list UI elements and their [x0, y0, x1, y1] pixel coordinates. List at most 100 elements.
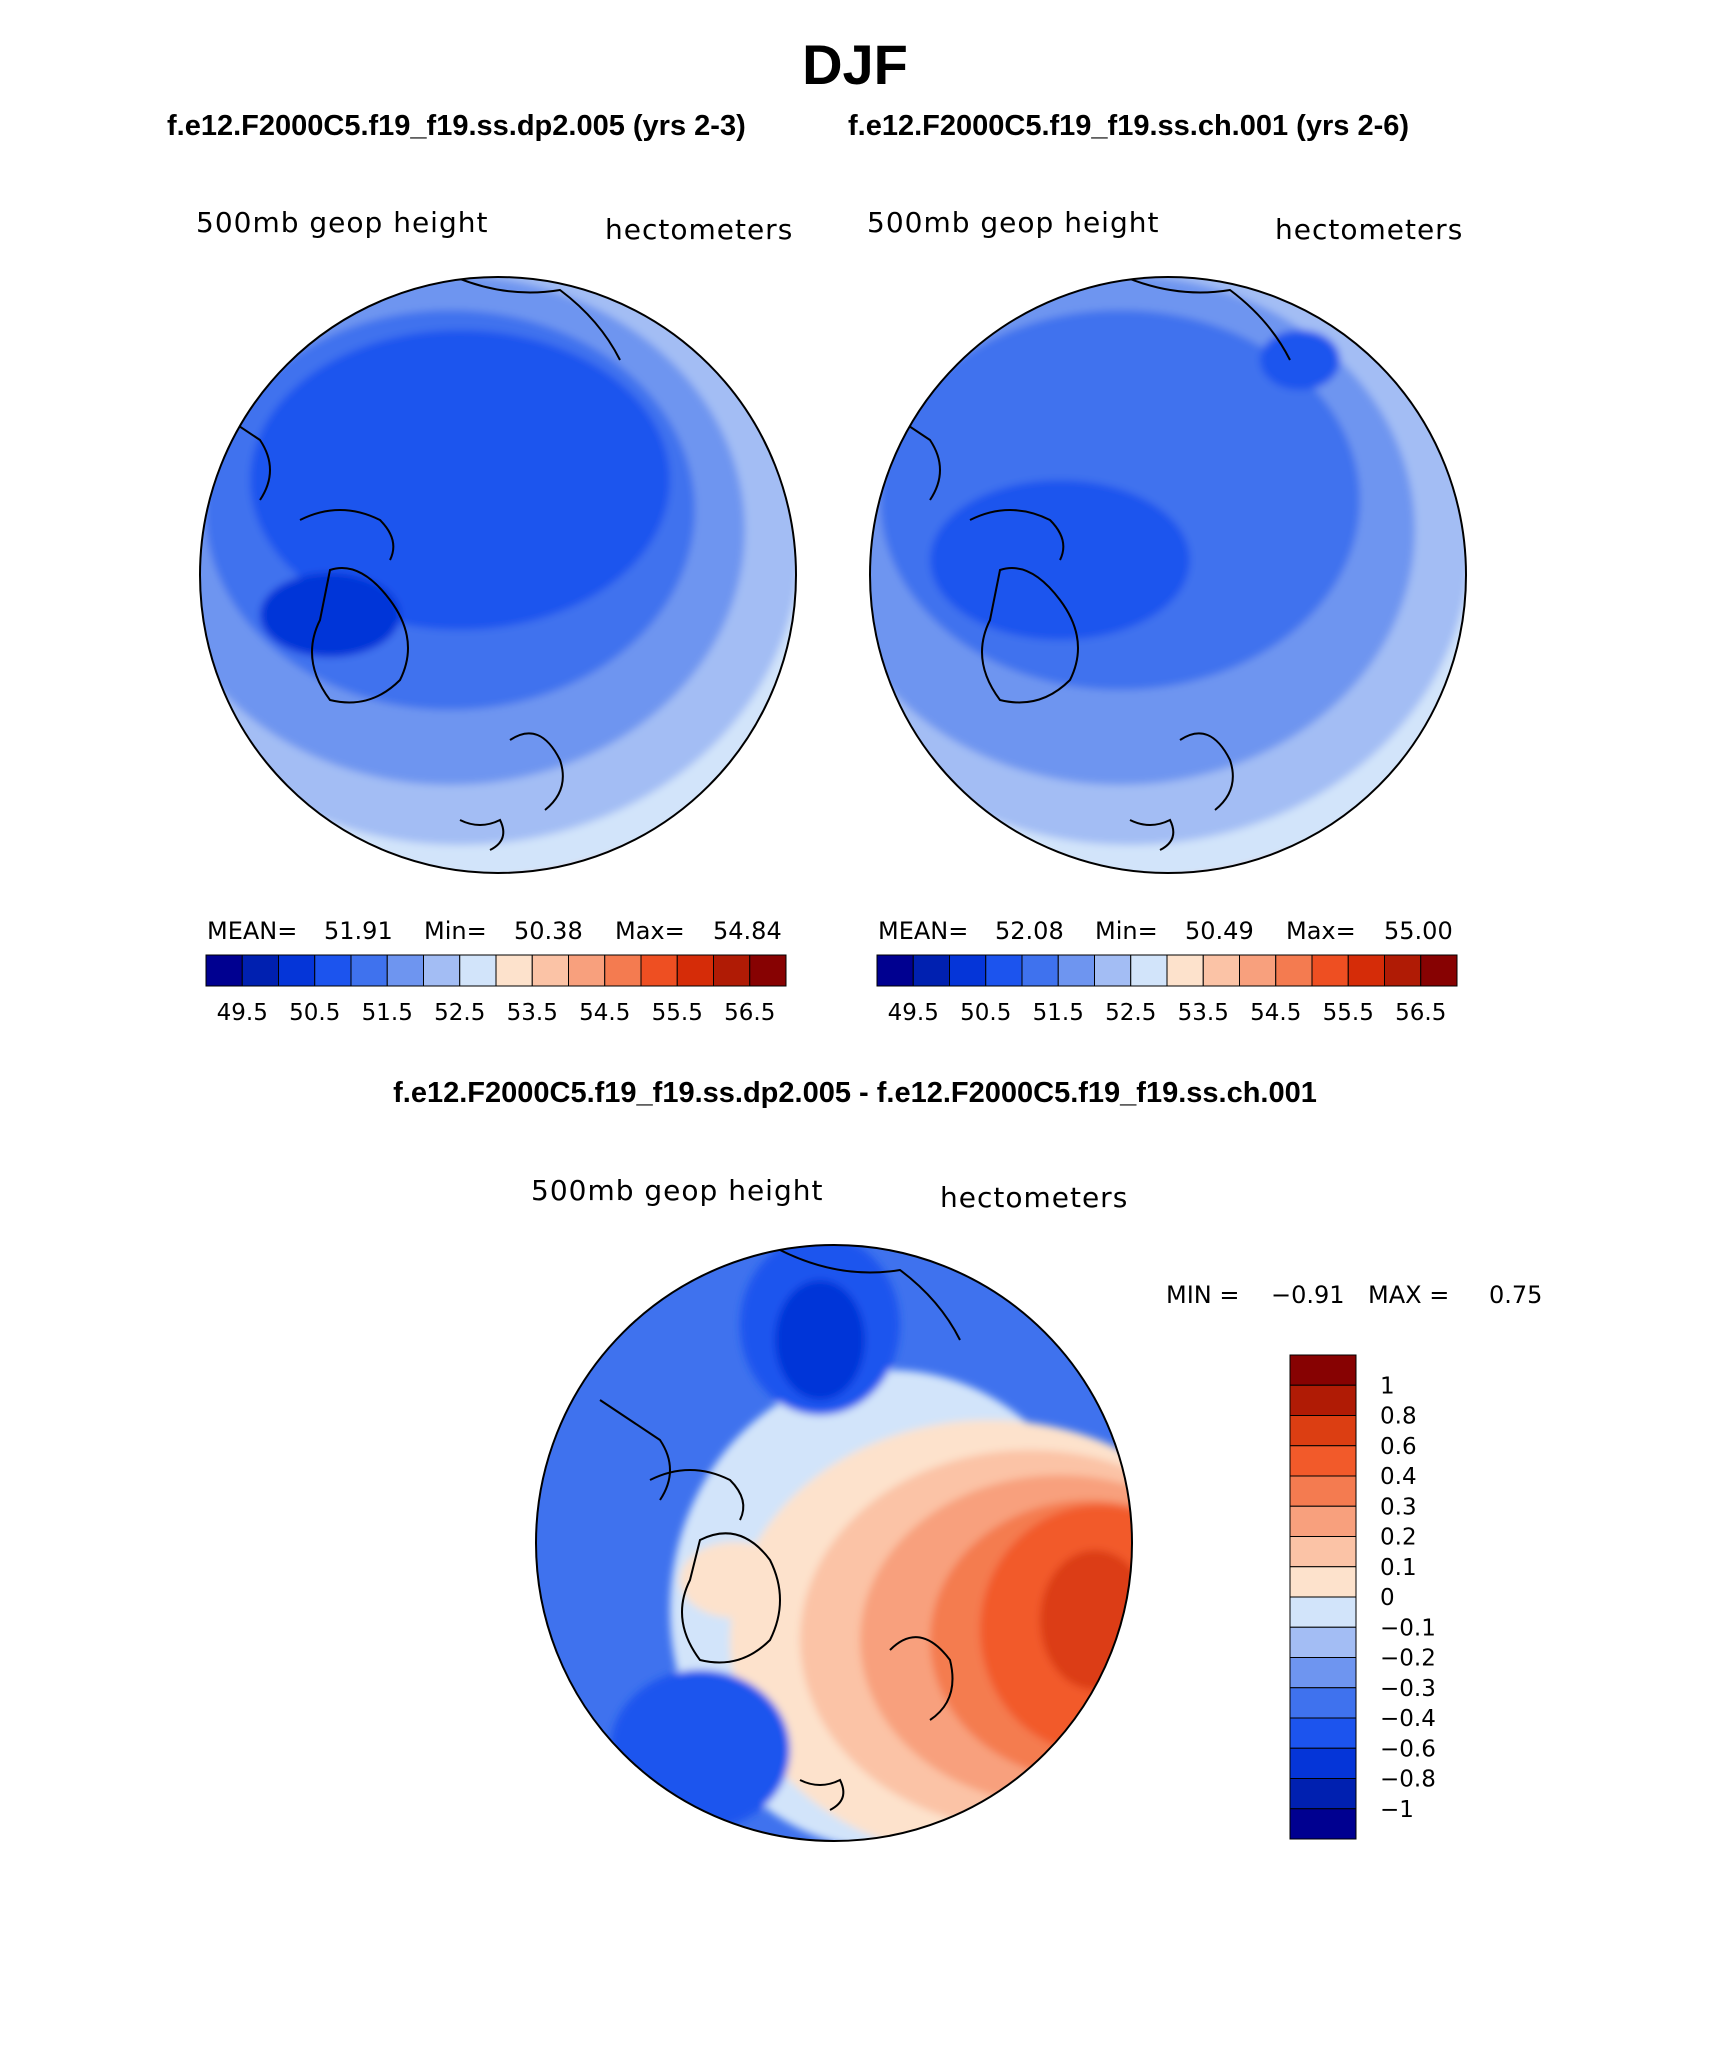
right-colorbar-tick-label: 56.5 [1395, 1000, 1446, 1026]
colorbar-left: 49.5 50.5 51.5 52.5 53.5 54.5 55.5 56.5 [205, 954, 787, 1026]
colorbar-difference: 1 0.8 0.6 0.4 0.3 0.2 0.1 0 −0.1 −0.2 −0.3 −0.4 −0.6… [1289, 1354, 1436, 1840]
left-coast-scandinavia [509, 732, 564, 811]
left-colorbar-swatch [531, 954, 569, 987]
diff-max-value: 0.75 [1489, 1281, 1543, 1309]
right-colorbar-swatch [1021, 954, 1059, 987]
right-units-label: hectometers [1275, 213, 1464, 246]
left-colorbar-swatch [568, 954, 606, 987]
right-colorbar-swatch [1094, 954, 1132, 987]
diff-coast-scandinavia [889, 1636, 954, 1721]
diff-variable-label: 500mb geop height [531, 1174, 824, 1207]
left-colorbar-swatch [713, 954, 751, 987]
diff-colorbar-tick-label: −0.2 [1380, 1646, 1436, 1672]
right-colorbar-swatch [1311, 954, 1349, 987]
right-colorbar-swatch [1239, 954, 1277, 987]
diff-colorbar-swatch [1289, 1596, 1357, 1628]
right-coast-uk [1129, 818, 1175, 851]
diff-map-greenland-warm [680, 1542, 790, 1618]
subtitle-left: f.e12.F2000C5.f19_f19.ss.dp2.005 (yrs 2-… [167, 110, 746, 142]
diff-colorbar-swatch [1289, 1778, 1357, 1810]
diff-map-outline [535, 1244, 1133, 1842]
left-coast-greenland [311, 567, 409, 704]
diff-colorbar-swatch [1289, 1747, 1357, 1779]
left-colorbar-swatch [350, 954, 388, 987]
right-max-label: Max= [1286, 917, 1356, 945]
left-coast-archipelago [299, 509, 395, 561]
right-min-value: 50.49 [1185, 917, 1254, 945]
difference-polar-map [535, 1244, 1133, 1842]
diff-colorbar-swatch [1289, 1566, 1357, 1598]
left-colorbar-swatch [386, 954, 424, 987]
right-map-ne-low [1260, 330, 1340, 390]
left-colorbar-tick-label: 52.5 [434, 1000, 485, 1026]
diff-colorbar-tick-label: 0 [1380, 1585, 1395, 1611]
diff-colorbar-tick-label: −0.3 [1380, 1676, 1436, 1702]
right-coast-siberia [1109, 277, 1291, 361]
diff-colorbar-tick-label: 0.6 [1380, 1434, 1417, 1460]
diff-colorbar-swatch [1289, 1808, 1357, 1840]
diff-colorbar-swatch [1289, 1657, 1357, 1689]
right-colorbar-swatch [1347, 954, 1385, 987]
diff-colorbar-swatch [1289, 1475, 1357, 1507]
right-colorbar-tick-label: 53.5 [1178, 1000, 1229, 1026]
right-map-band-55 [970, 865, 1466, 873]
left-colorbar-tick-label: 51.5 [362, 1000, 413, 1026]
left-colorbar-swatch [604, 954, 642, 987]
left-variable-label: 500mb geop height [196, 206, 489, 239]
right-mean-value: 52.08 [995, 917, 1064, 945]
left-colorbar-tick-label: 53.5 [507, 1000, 558, 1026]
difference-title: f.e12.F2000C5.f19_f19.ss.dp2.005 - f.e12… [393, 1077, 1317, 1109]
right-max-value: 55.00 [1384, 917, 1453, 945]
right-colorbar-swatch [1202, 954, 1240, 987]
left-colorbar-swatch [749, 954, 787, 987]
diff-coast-alaska [599, 1399, 671, 1501]
right-colorbar-swatch [1420, 954, 1458, 987]
diff-colorbar-swatch [1289, 1626, 1357, 1658]
left-min-label: Min= [424, 917, 487, 945]
right-colorbar-tick-label: 55.5 [1323, 1000, 1374, 1026]
diff-map-coastlines [599, 1249, 961, 1811]
diff-coast-siberia [779, 1249, 961, 1341]
left-colorbar-tick-label: 55.5 [652, 1000, 703, 1026]
diff-colorbar-tick-label: −0.8 [1380, 1767, 1436, 1793]
diff-min-value: −0.91 [1271, 1281, 1345, 1309]
left-units-label: hectometers [605, 213, 794, 246]
diff-colorbar-swatch [1289, 1505, 1357, 1537]
diff-colorbar-tick-label: −0.4 [1380, 1706, 1436, 1732]
left-map-band-51 [250, 330, 670, 630]
diff-coast-archipelago [649, 1469, 745, 1521]
diff-colorbar-swatch [1289, 1717, 1357, 1749]
diff-colorbar-swatch [1289, 1536, 1357, 1568]
right-map-outline [869, 276, 1467, 874]
diff-units-label: hectometers [940, 1181, 1129, 1214]
left-map-outline [199, 276, 797, 874]
diff-max-label: MAX = [1368, 1281, 1450, 1309]
left-colorbar-swatch [423, 954, 461, 987]
right-colorbar-tick-label: 50.5 [960, 1000, 1011, 1026]
diff-colorbar-tick-label: −0.1 [1380, 1615, 1436, 1641]
left-colorbar-tick-label: 50.5 [289, 1000, 340, 1026]
left-colorbar-swatch [459, 954, 497, 987]
diff-colorbar-tick-label: 0.3 [1380, 1494, 1417, 1520]
right-map-nw-hot [870, 277, 950, 320]
left-coast-siberia [439, 277, 621, 361]
diff-coast-uk [799, 1778, 845, 1811]
diff-colorbar-swatch [1289, 1687, 1357, 1719]
diff-map-min [775, 1280, 865, 1400]
left-mean-value: 51.91 [324, 917, 393, 945]
left-colorbar-tick-label: 54.5 [579, 1000, 630, 1026]
left-mean-label: MEAN= [207, 917, 298, 945]
diff-colorbar-swatch [1289, 1445, 1357, 1477]
right-colorbar-swatch [912, 954, 950, 987]
diff-colorbar-tick-label: 0.8 [1380, 1404, 1417, 1430]
right-mean-label: MEAN= [878, 917, 969, 945]
diff-colorbar-swatch [1289, 1415, 1357, 1447]
left-colorbar-tick-label: 56.5 [724, 1000, 775, 1026]
right-coast-archipelago [969, 509, 1065, 561]
left-colorbar-swatch [676, 954, 714, 987]
right-colorbar-swatch [876, 954, 914, 987]
right-colorbar-swatch [1275, 954, 1313, 987]
diff-map-max [1040, 1550, 1132, 1690]
right-colorbar-swatch [1166, 954, 1204, 987]
